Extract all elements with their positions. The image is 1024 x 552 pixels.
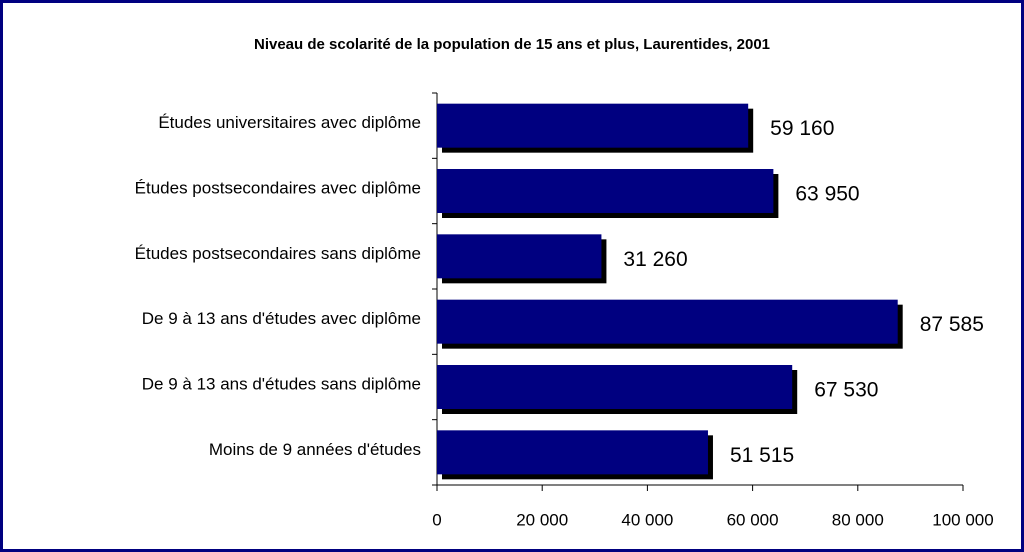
data-label: 67 530: [814, 379, 878, 402]
x-tick-label: 20 000: [516, 510, 568, 529]
y-tick-label: Études postsecondaires avec diplôme: [135, 178, 421, 197]
data-label: 51 515: [730, 444, 794, 467]
x-tick-label: 80 000: [832, 510, 884, 529]
bar: [437, 103, 749, 148]
bar: [437, 365, 793, 409]
data-label: 63 950: [795, 183, 859, 206]
bar: [437, 299, 898, 344]
bar: [437, 430, 708, 475]
x-tick-label: 100 000: [932, 510, 993, 529]
x-tick-label: 40 000: [621, 510, 673, 529]
x-tick-label: 0: [432, 510, 441, 529]
y-tick-label: De 9 à 13 ans d'études avec diplôme: [142, 309, 421, 328]
y-tick-label: De 9 à 13 ans d'études sans diplôme: [142, 374, 421, 393]
bar: [437, 169, 774, 213]
y-tick-label: Études universitaires avec diplôme: [158, 113, 421, 132]
chart-title: Niveau de scolarité de la population de …: [254, 36, 770, 53]
bar: [437, 234, 602, 279]
data-label: 59 160: [770, 117, 834, 140]
y-tick-label: Moins de 9 années d'études: [209, 440, 421, 459]
data-label: 31 260: [623, 248, 687, 271]
y-tick-label: Études postsecondaires sans diplôme: [135, 244, 421, 263]
data-label: 87 585: [920, 313, 984, 336]
x-tick-label: 60 000: [727, 510, 779, 529]
